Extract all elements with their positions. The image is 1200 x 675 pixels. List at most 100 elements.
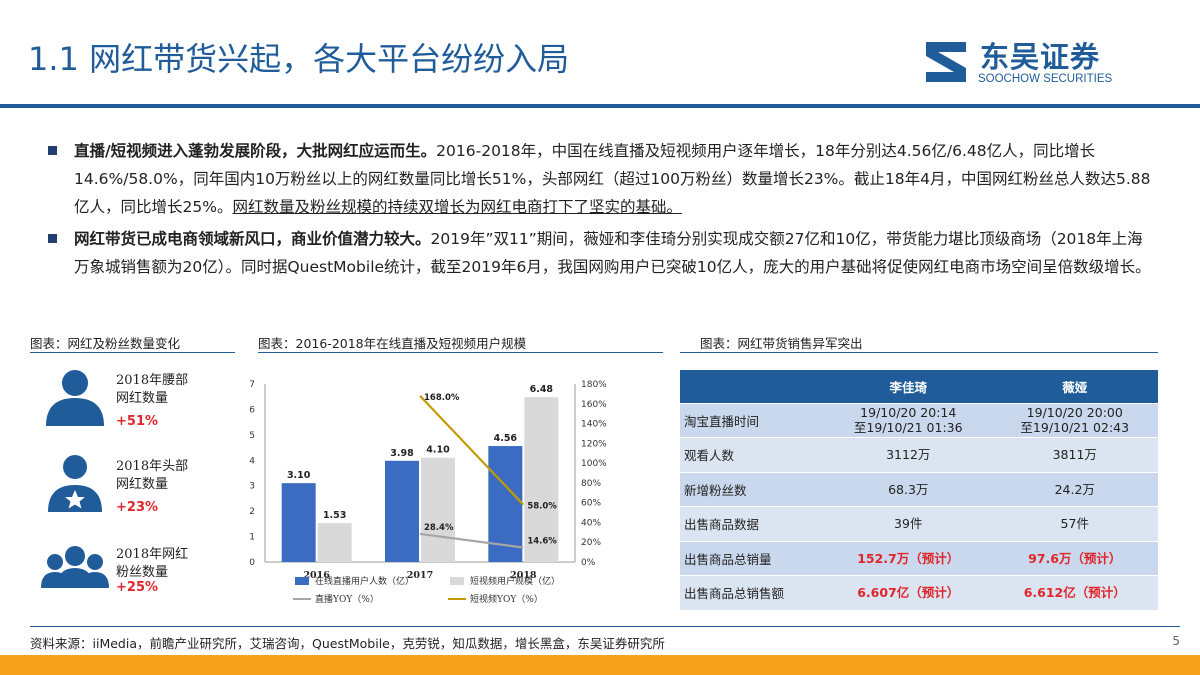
line-series xyxy=(419,395,525,506)
table-cell: 6.612亿（预计） xyxy=(991,575,1158,611)
caption-left: 图表：网红及粉丝数量变化 xyxy=(30,336,181,351)
table-row: 新增粉丝数 68.3万 24.2万 xyxy=(680,472,1158,507)
table-row: 出售商品总销售额 6.607亿（预计） 6.612亿（预计） xyxy=(680,575,1158,611)
y-tick-label: 2 xyxy=(249,507,255,517)
page-number: 5 xyxy=(1172,634,1180,648)
caption-right-rule xyxy=(680,352,1158,353)
legend-swatch xyxy=(295,577,309,585)
bar-data-label: 4.56 xyxy=(494,433,518,444)
logo-name-cn: 东吴证券 xyxy=(980,40,1101,74)
legend-swatch xyxy=(450,577,464,585)
caption-middle: 图表：2016-2018年在线直播及短视频用户规模 xyxy=(258,336,527,351)
company-logo: 东吴证券 SOOCHOW SECURITIES xyxy=(920,36,1180,92)
page-title: 1.1 网红带货兴起，各大平台纷纷入局 xyxy=(28,40,570,78)
y-tick-label: 3 xyxy=(249,482,255,492)
bullet-bold-lead: 直播/短视频进入蓬勃发展阶段，大批网红应运而生。 xyxy=(74,142,437,160)
bullet-square-icon xyxy=(48,234,57,243)
table-row-key: 观看人数 xyxy=(680,437,825,473)
caption-middle-rule xyxy=(258,352,663,353)
line-series xyxy=(419,532,524,549)
y2-tick-label: 100% xyxy=(581,459,607,469)
logo-name-en: SOOCHOW SECURITIES xyxy=(978,73,1113,85)
bar-data-label: 3.98 xyxy=(390,448,414,459)
bullet-list: 直播/短视频进入蓬勃发展阶段，大批网红应运而生。2016-2018年，中国在线直… xyxy=(44,137,1154,285)
legend-label: 短视频用户规模（亿） xyxy=(470,575,560,587)
stat-label: 2018年腰部 网红数量 xyxy=(116,373,189,406)
y-tick-label: 6 xyxy=(249,405,255,415)
y-tick-label: 1 xyxy=(249,533,255,543)
line-data-label: 14.6% xyxy=(527,537,557,547)
table-cell: 39件 xyxy=(825,506,992,542)
bullet-item: 网红带货已成电商领域新风口，商业价值潜力较大。2019年”双11”期间，薇娅和李… xyxy=(44,225,1154,281)
source-divider xyxy=(30,626,1180,627)
table-row-key: 出售商品数据 xyxy=(680,506,825,542)
table-header-cell xyxy=(680,370,825,404)
table-header-row: 李佳琦 薇娅 xyxy=(680,370,1158,404)
y2-tick-label: 140% xyxy=(581,420,607,430)
stat-label: 2018年网红 粉丝数量 xyxy=(116,547,189,580)
bar-mark xyxy=(385,460,419,562)
y-tick-label: 5 xyxy=(249,431,255,441)
table-cell: 24.2万 xyxy=(991,472,1158,507)
y2-tick-label: 180% xyxy=(581,380,607,390)
line-data-label: 28.4% xyxy=(424,523,454,533)
stat-value: +23% xyxy=(116,500,159,515)
line-data-label: 168.0% xyxy=(424,393,460,403)
y2-tick-label: 0% xyxy=(581,558,596,568)
source-note: 资料来源：iiMedia，前瞻产业研究所，艾瑞咨询，QuestMobile，克劳… xyxy=(30,636,665,651)
y2-tick-label: 80% xyxy=(581,479,601,489)
x-tick-label: 2016 xyxy=(303,570,330,581)
table-cell: 97.6万（预计） xyxy=(991,541,1158,576)
stat-value: +25% xyxy=(116,580,159,595)
bar-mark xyxy=(421,457,455,562)
table-row-key: 新增粉丝数 xyxy=(680,472,825,507)
table-cell: 152.7万（预计） xyxy=(825,541,992,576)
y2-tick-label: 160% xyxy=(581,400,607,410)
table-header-cell: 李佳琦 xyxy=(825,370,992,404)
bullet-text: 2019年”双11”期间，薇娅和李佳琦分别实现成交额27亿和10亿，带货能力堪比… xyxy=(74,230,1151,276)
table-row-key: 淘宝直播时间 xyxy=(680,403,825,438)
user-scale-chart: 0 1 2 3 4 5 6 7 0% 20% 40% 60% 80% 100% 120% 140% 160% 18… xyxy=(249,380,607,605)
y2-tick-label: 20% xyxy=(581,538,601,548)
table-cell: 6.607亿（预计） xyxy=(825,575,992,611)
table-row: 出售商品总销量 152.7万（预计） 97.6万（预计） xyxy=(680,541,1158,576)
table-header-cell: 薇娅 xyxy=(991,370,1158,404)
caption-left-rule xyxy=(30,352,235,353)
stat-value: +51% xyxy=(116,414,159,429)
table-row-key: 出售商品总销量 xyxy=(680,541,825,576)
bullet-bold-lead: 网红带货已成电商领域新风口，商业价值潜力较大。 xyxy=(74,230,431,248)
line-data-label: 58.0% xyxy=(527,502,557,512)
table-cell: 3811万 xyxy=(991,437,1158,473)
legend-label: 在线直播用户人数（亿） xyxy=(315,575,414,587)
stat-row: 2018年网红 粉丝数量 +25% xyxy=(40,540,230,610)
logo-mark-icon xyxy=(926,42,966,82)
table-row: 观看人数 3112万 3811万 xyxy=(680,437,1158,473)
y2-tick-label: 40% xyxy=(581,518,601,528)
y2-tick-label: 60% xyxy=(581,499,601,509)
table-cell: 3112万 xyxy=(825,437,992,473)
person-icon xyxy=(46,370,104,426)
stat-row: 2018年头部 网红数量 +23% xyxy=(40,452,230,522)
bullet-underlined: 网红数量及粉丝规模的持续双增长为网红电商打下了坚实的基础。 xyxy=(232,198,682,216)
header-divider xyxy=(0,104,1200,108)
table-row: 淘宝直播时间 19/10/20 20:14 至19/10/21 01:36 19/10… xyxy=(680,403,1158,438)
y2-tick-label: 120% xyxy=(581,439,607,449)
table-cell: 19/10/20 20:00 至19/10/21 02:43 xyxy=(991,403,1158,438)
bullet-item: 直播/短视频进入蓬勃发展阶段，大批网红应运而生。2016-2018年，中国在线直… xyxy=(44,137,1154,221)
table-row: 出售商品数据 39件 57件 xyxy=(680,506,1158,542)
y-tick-label: 4 xyxy=(249,456,255,466)
caption-right: 图表：网红带货销售异军突出 xyxy=(700,336,863,351)
legend-label: 短视频YOY（%） xyxy=(470,593,543,605)
table-cell: 19/10/20 20:14 至19/10/21 01:36 xyxy=(825,403,992,438)
bar-mark xyxy=(524,397,559,562)
table-cell: 68.3万 xyxy=(825,472,992,507)
star-person-icon xyxy=(48,455,102,512)
bar-mark xyxy=(317,523,352,562)
bullet-square-icon xyxy=(48,146,57,155)
bar-data-label: 6.48 xyxy=(530,384,554,395)
bar-data-label: 3.10 xyxy=(287,470,311,481)
footer-bar xyxy=(0,655,1200,675)
stat-row: 2018年腰部 网红数量 +51% xyxy=(40,366,230,436)
bar-mark xyxy=(281,483,316,562)
group-icon xyxy=(41,546,109,588)
